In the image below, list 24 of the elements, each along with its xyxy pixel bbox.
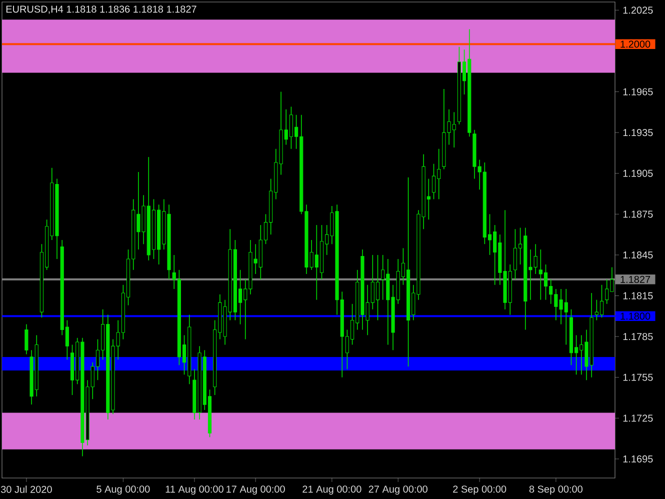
x-tick-label: 8 Sep 00:00 bbox=[529, 486, 582, 495]
y-tick-label: 1.1785 bbox=[623, 333, 653, 340]
y-tick-label: 1.1965 bbox=[623, 88, 653, 96]
y-tick-label: 1.1725 bbox=[623, 414, 653, 422]
x-tick-label: 17 Aug 00:00 bbox=[226, 486, 285, 495]
y-tick-label: 1.1905 bbox=[623, 170, 653, 177]
x-tick-label: 27 Aug 00:00 bbox=[368, 486, 428, 495]
chart-title: EURUSD,H4 1.1818 1.1836 1.1818 1.1827 bbox=[6, 6, 196, 14]
y-tick-label: 1.1815 bbox=[623, 292, 653, 300]
x-tick-label: 5 Aug 00:00 bbox=[96, 486, 150, 495]
y-tick-label: 1.1875 bbox=[623, 210, 653, 218]
y-tick-label: 1.2025 bbox=[623, 6, 653, 14]
ref-line-label: 1.2000 bbox=[620, 40, 650, 48]
y-tick-label: 1.1695 bbox=[623, 455, 653, 462]
ref-line-label: 1.1800 bbox=[620, 312, 650, 320]
x-tick-label: 2 Sep 00:00 bbox=[453, 486, 506, 495]
x-tick-label: 11 Aug 00:00 bbox=[166, 486, 224, 495]
y-tick-label: 1.1845 bbox=[623, 251, 653, 258]
x-tick-label: 21 Aug 00:00 bbox=[302, 486, 362, 495]
ref-line-label: 1.1827 bbox=[620, 276, 650, 283]
y-tick-label: 1.1755 bbox=[623, 374, 653, 381]
y-tick-label: 1.1935 bbox=[623, 129, 653, 136]
x-tick-label: 30 Jul 2020 bbox=[0, 486, 52, 493]
candlestick bbox=[24, 324, 28, 355]
